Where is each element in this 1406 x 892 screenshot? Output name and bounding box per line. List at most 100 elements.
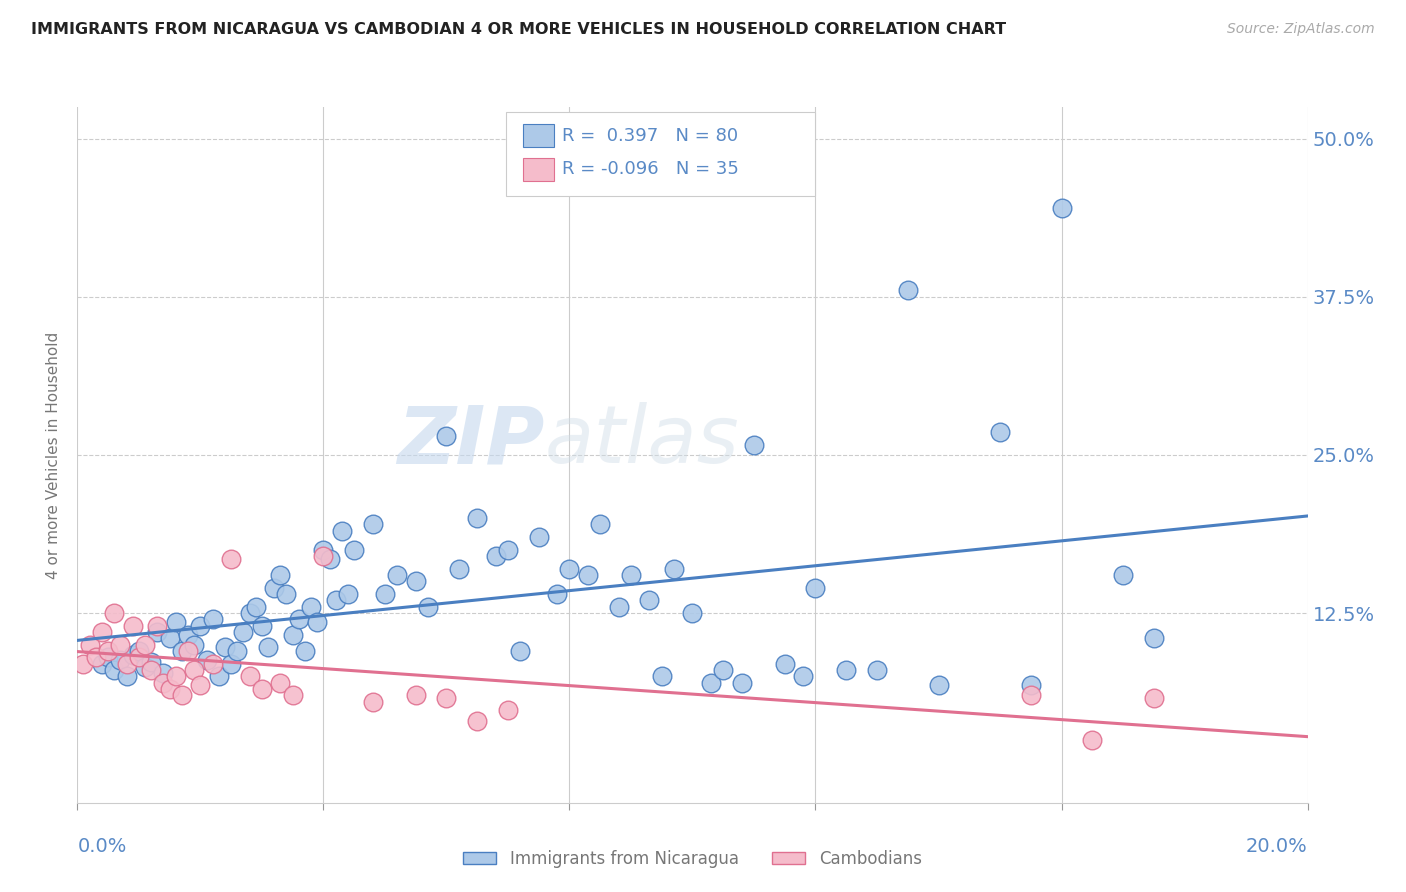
Point — [527, 530, 550, 544]
Point — [90, 657, 114, 671]
Point — [700, 675, 723, 690]
Point — [128, 650, 150, 665]
Point — [146, 618, 169, 632]
Point — [607, 599, 630, 614]
Point — [110, 638, 132, 652]
Point — [405, 688, 427, 702]
Point — [115, 657, 138, 671]
Point — [337, 587, 360, 601]
Point — [170, 644, 193, 658]
Point — [141, 656, 163, 670]
Point — [201, 657, 224, 671]
Point — [325, 593, 347, 607]
Point — [1019, 678, 1042, 692]
Point — [1112, 568, 1135, 582]
Point — [159, 681, 181, 696]
Point — [361, 517, 384, 532]
Point — [208, 669, 231, 683]
Point — [276, 587, 298, 601]
Point — [90, 625, 114, 640]
Point — [897, 284, 920, 298]
Point — [465, 511, 488, 525]
Point — [170, 688, 193, 702]
Point — [269, 568, 291, 582]
Point — [79, 638, 101, 652]
Point — [496, 542, 519, 557]
Point — [1143, 632, 1166, 646]
Point — [72, 657, 94, 671]
Point — [835, 663, 858, 677]
Point — [219, 657, 242, 671]
Point — [294, 644, 316, 658]
Point — [183, 638, 205, 652]
Point — [188, 678, 212, 692]
Point — [318, 551, 340, 566]
Point — [232, 625, 254, 640]
Point — [165, 615, 187, 629]
Point — [195, 653, 218, 667]
Point — [226, 644, 249, 658]
Point — [159, 632, 181, 646]
Point — [509, 644, 531, 658]
Point — [361, 695, 384, 709]
Text: Source: ZipAtlas.com: Source: ZipAtlas.com — [1227, 22, 1375, 37]
Point — [183, 663, 205, 677]
Point — [201, 612, 224, 626]
Point — [250, 681, 273, 696]
Point — [682, 606, 704, 620]
Point — [330, 524, 353, 538]
Point — [866, 663, 889, 677]
Text: atlas: atlas — [546, 402, 740, 480]
Point — [141, 663, 163, 677]
Point — [312, 549, 335, 563]
Point — [405, 574, 427, 589]
Point — [165, 669, 187, 683]
Point — [177, 627, 200, 641]
Point — [121, 618, 143, 632]
Point — [134, 660, 156, 674]
Point — [447, 562, 470, 576]
Point — [620, 568, 643, 582]
Point — [288, 612, 311, 626]
Point — [219, 551, 242, 566]
Point — [662, 562, 685, 576]
Point — [465, 714, 488, 728]
Point — [651, 669, 673, 683]
Point — [239, 606, 262, 620]
Point — [436, 690, 458, 705]
Text: 0.0%: 0.0% — [77, 837, 127, 855]
Point — [928, 678, 950, 692]
Point — [792, 669, 814, 683]
Point — [1143, 690, 1166, 705]
Point — [299, 599, 322, 614]
Point — [103, 663, 125, 677]
Point — [110, 653, 132, 667]
Point — [416, 599, 439, 614]
Point — [257, 640, 280, 655]
Point — [263, 581, 285, 595]
Point — [1081, 732, 1104, 747]
Point — [269, 675, 291, 690]
Point — [589, 517, 612, 532]
Point — [1019, 688, 1042, 702]
Point — [128, 644, 150, 658]
Point — [436, 429, 458, 443]
Point — [152, 665, 174, 680]
Point — [103, 606, 125, 620]
Point — [558, 562, 581, 576]
Point — [742, 438, 765, 452]
Y-axis label: 4 or more Vehicles in Household: 4 or more Vehicles in Household — [46, 331, 62, 579]
Point — [773, 657, 796, 671]
Point — [214, 640, 236, 655]
Point — [731, 675, 754, 690]
Text: R =  0.397   N = 80: R = 0.397 N = 80 — [562, 127, 738, 145]
Text: R = -0.096   N = 35: R = -0.096 N = 35 — [562, 161, 740, 178]
Point — [152, 675, 174, 690]
Point — [576, 568, 599, 582]
Point — [546, 587, 568, 601]
Point — [988, 425, 1011, 439]
Point — [115, 669, 138, 683]
Point — [188, 618, 212, 632]
Point — [281, 688, 304, 702]
Point — [250, 618, 273, 632]
